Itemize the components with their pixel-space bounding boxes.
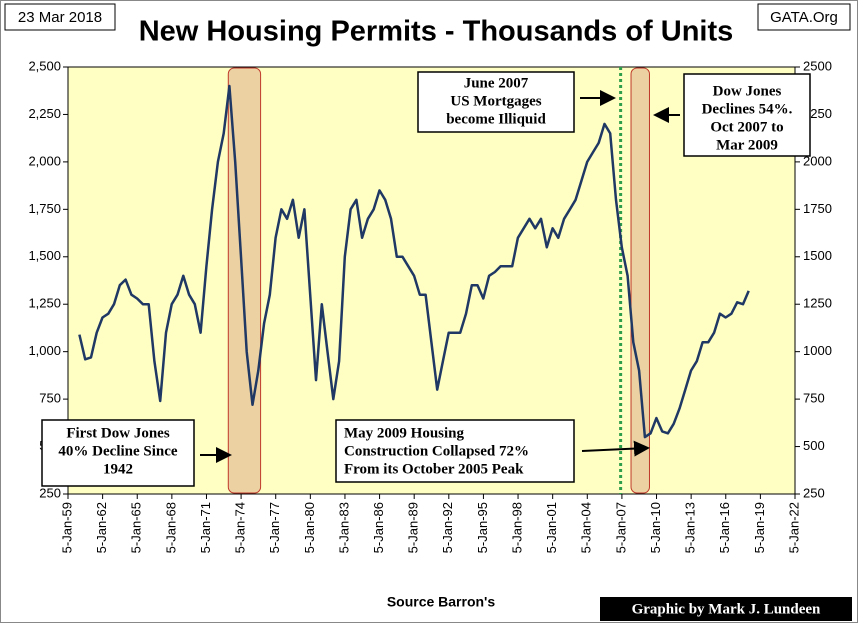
annotation-text: Mar 2009 — [716, 137, 778, 153]
credit-box — [600, 597, 852, 621]
y-tick-label: 2,250 — [28, 106, 61, 121]
shaded-range — [630, 67, 650, 494]
y-tick-label: 2,000 — [28, 153, 61, 168]
annotation-arrow — [581, 440, 650, 457]
y2-tick-label: 500 — [803, 438, 825, 453]
x-tick-label: 5-Jan-65 — [129, 502, 144, 553]
annotation-text: May 2009 Housing — [344, 425, 465, 441]
y-tick-label: 1,500 — [28, 248, 61, 263]
x-tick-label: 5-Jan-89 — [406, 502, 421, 553]
annotation-text: US Mortgages — [450, 93, 541, 109]
y-tick-label: 1,000 — [28, 343, 61, 358]
credit: Graphic by Mark J. Lundeen — [632, 601, 821, 617]
source: Source Barron's — [387, 594, 496, 610]
annotation-box — [41, 419, 195, 487]
x-tick-label: 5-Jan-22 — [786, 502, 801, 553]
x-tick-label: 5-Jan-62 — [94, 502, 109, 553]
y2-tick-label: 750 — [803, 391, 825, 406]
annotation-text: Oct 2007 to — [710, 119, 783, 135]
y2-tick-label: 1250 — [803, 296, 832, 311]
annotation-text: 40% Decline Since — [58, 443, 177, 459]
y-tick-label: 250 — [39, 485, 61, 500]
site-box — [757, 3, 851, 31]
x-tick-label: 5-Jan-95 — [475, 502, 490, 553]
annotation-text: June 2007 — [464, 75, 529, 91]
x-tick-label: 5-Jan-07 — [613, 502, 628, 553]
y2-tick-label: 1500 — [803, 248, 832, 263]
annotation-text: Declines 54%. — [702, 101, 793, 117]
x-tick-label: 5-Jan-16 — [717, 502, 732, 553]
y2-tick-label: 2000 — [803, 153, 832, 168]
y-tick-label: 1,250 — [28, 296, 61, 311]
annotation-box — [335, 419, 575, 483]
x-tick-label: 5-Jan-86 — [371, 502, 386, 553]
x-tick-label: 5-Jan-04 — [579, 502, 594, 553]
x-tick-label: 5-Jan-83 — [336, 502, 351, 553]
site: GATA.Org — [770, 9, 838, 26]
chart-title: New Housing Permits - Thousands of Units — [139, 16, 734, 48]
annotation-box — [417, 71, 575, 133]
x-tick-label: 5-Jan-74 — [233, 502, 248, 553]
y-tick-label: 2,500 — [28, 58, 61, 73]
y2-tick-label: 1000 — [803, 343, 832, 358]
x-tick-label: 5-Jan-80 — [302, 502, 317, 553]
annotation-text: First Dow Jones — [66, 425, 169, 441]
x-tick-label: 5-Jan-71 — [198, 502, 213, 553]
x-tick-label: 5-Jan-01 — [544, 502, 559, 553]
data-line — [78, 84, 750, 439]
y-tick-label: 1,750 — [28, 201, 61, 216]
date-box — [4, 3, 116, 31]
y2-tick-label: 1750 — [803, 201, 832, 216]
x-tick-label: 5-Jan-13 — [683, 502, 698, 553]
date-note: 23 Mar 2018 — [18, 9, 102, 26]
x-tick-label: 5-Jan-10 — [648, 502, 663, 553]
y2-tick-label: 2500 — [803, 58, 832, 73]
annotation-text: 1942 — [103, 461, 133, 477]
x-tick-label: 5-Jan-77 — [267, 502, 282, 553]
annotation-text: From its October 2005 Peak — [344, 461, 524, 477]
y-tick-label: 750 — [39, 391, 61, 406]
y2-tick-label: 250 — [803, 485, 825, 500]
annotation-text: Dow Jones — [713, 83, 782, 99]
annotation-box — [683, 73, 811, 157]
x-tick-label: 5-Jan-68 — [163, 502, 178, 553]
annotation-text: Construction Collapsed 72% — [344, 443, 529, 459]
x-tick-label: 5-Jan-59 — [59, 502, 74, 553]
x-tick-label: 5-Jan-98 — [509, 502, 524, 553]
x-tick-label: 5-Jan-92 — [440, 502, 455, 553]
annotation-text: become Illiquid — [446, 111, 546, 127]
x-tick-label: 5-Jan-19 — [752, 502, 767, 553]
